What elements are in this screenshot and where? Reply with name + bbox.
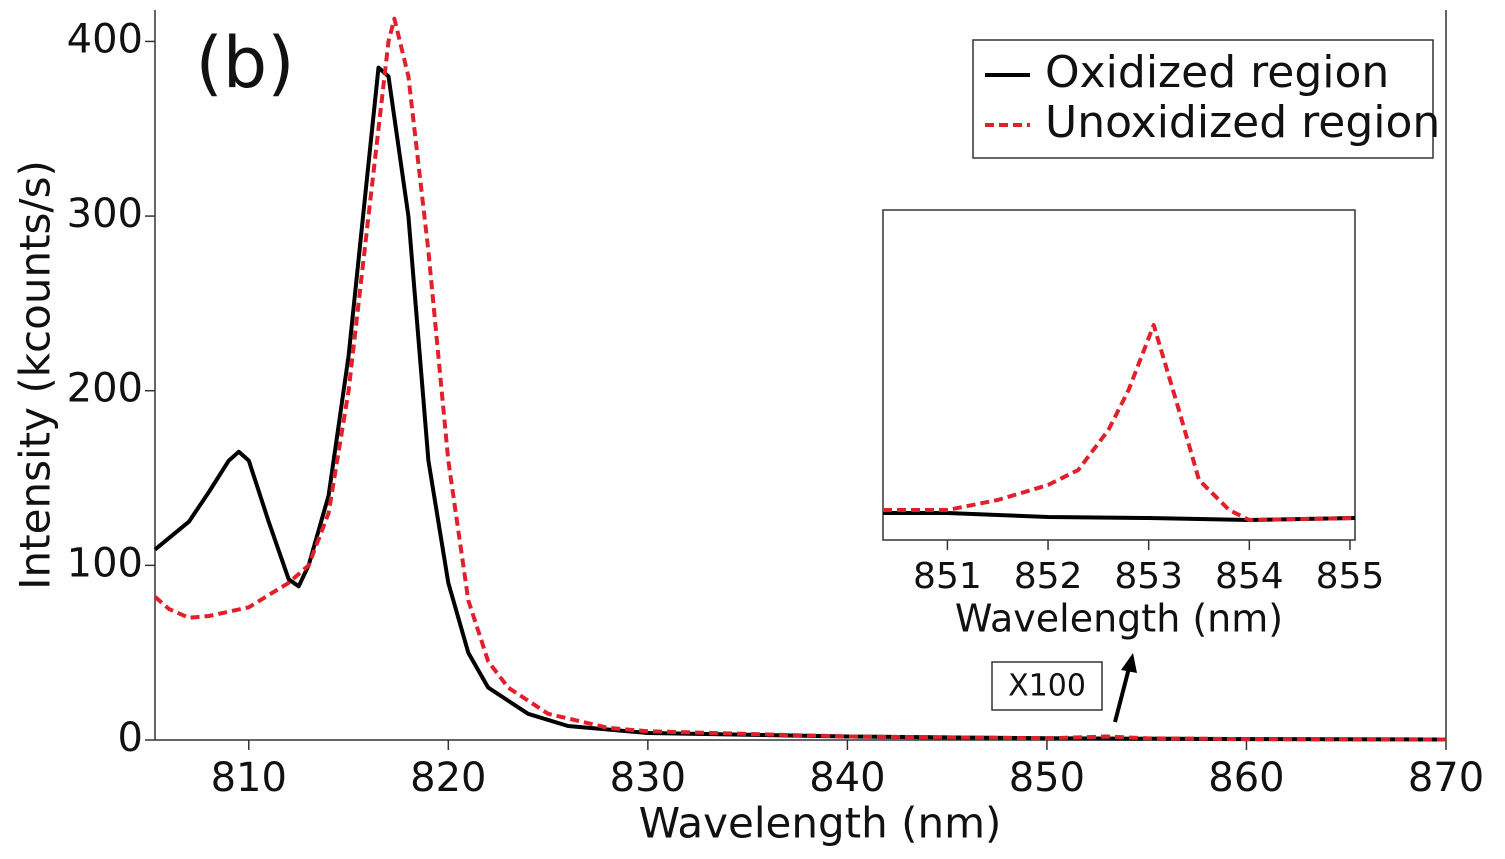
legend-label: Oxidized region [1045, 47, 1389, 98]
series-line [153, 16, 1447, 742]
y-axis-label: Intensity (kcounts/s) [11, 160, 60, 590]
x-tick-label: 820 [410, 755, 486, 801]
x-tick-label: 870 [1408, 755, 1484, 801]
x-tick-label: 855 [1316, 556, 1385, 597]
x-tick-label: 840 [809, 755, 885, 801]
y-tick-label: 400 [67, 16, 143, 62]
x-tick-label: 851 [913, 556, 982, 597]
x-tick-label: 854 [1215, 556, 1284, 597]
panel-label: (b) [195, 22, 294, 104]
arrow [1113, 667, 1131, 723]
legend-label: Unoxidized region [1045, 97, 1440, 148]
series-line [153, 65, 1447, 742]
arrow-head [1121, 653, 1137, 673]
y-tick-label: 300 [67, 191, 143, 237]
annotation: X100 [1008, 669, 1086, 704]
annotation-box [991, 661, 1103, 711]
x-axis-label: Wavelength (nm) [955, 597, 1283, 641]
series-line [883, 323, 1356, 522]
inset-frame [882, 209, 1356, 541]
x-axis-label: Wavelength (nm) [639, 799, 1002, 848]
x-tick-label: 810 [211, 755, 287, 801]
x-tick-label: 853 [1114, 556, 1183, 597]
y-tick-label: 100 [67, 540, 143, 586]
legend-box [972, 39, 1434, 159]
y-tick-label: 200 [67, 366, 143, 412]
x-tick-label: 852 [1014, 556, 1083, 597]
y-tick-label: 0 [118, 715, 143, 761]
x-tick-label: 850 [1009, 755, 1085, 801]
x-tick-label: 860 [1208, 755, 1284, 801]
x-tick-label: 830 [610, 755, 686, 801]
